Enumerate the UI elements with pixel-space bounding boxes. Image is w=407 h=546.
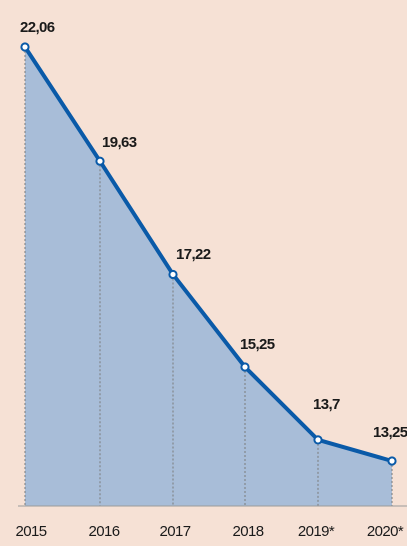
data-point-2015 [20, 42, 30, 52]
data-label-2019: 13,7 [313, 396, 340, 413]
x-tick-label-2017: 2017 [160, 523, 191, 540]
data-label-2015: 22,06 [20, 19, 55, 36]
data-label-2016: 19,63 [102, 134, 137, 151]
data-label-2018: 15,25 [240, 336, 275, 353]
data-label-2017: 17,22 [176, 246, 211, 263]
series-line [23, 45, 394, 463]
x-tick-label-2018: 2018 [233, 523, 264, 540]
data-point-2017 [168, 269, 178, 280]
data-point-2019 [313, 435, 323, 445]
data-label-2020: 13,25 [373, 424, 407, 441]
x-tick-label-2020: 2020* [367, 523, 404, 540]
x-tick-label-2019: 2019* [298, 523, 335, 540]
x-tick-label-2015: 2015 [16, 523, 47, 540]
data-point-2016 [95, 156, 105, 166]
data-point-2018 [240, 362, 250, 372]
data-point-2020 [387, 456, 397, 466]
x-tick-label-2016: 2016 [89, 523, 120, 540]
area-fill [25, 47, 392, 506]
